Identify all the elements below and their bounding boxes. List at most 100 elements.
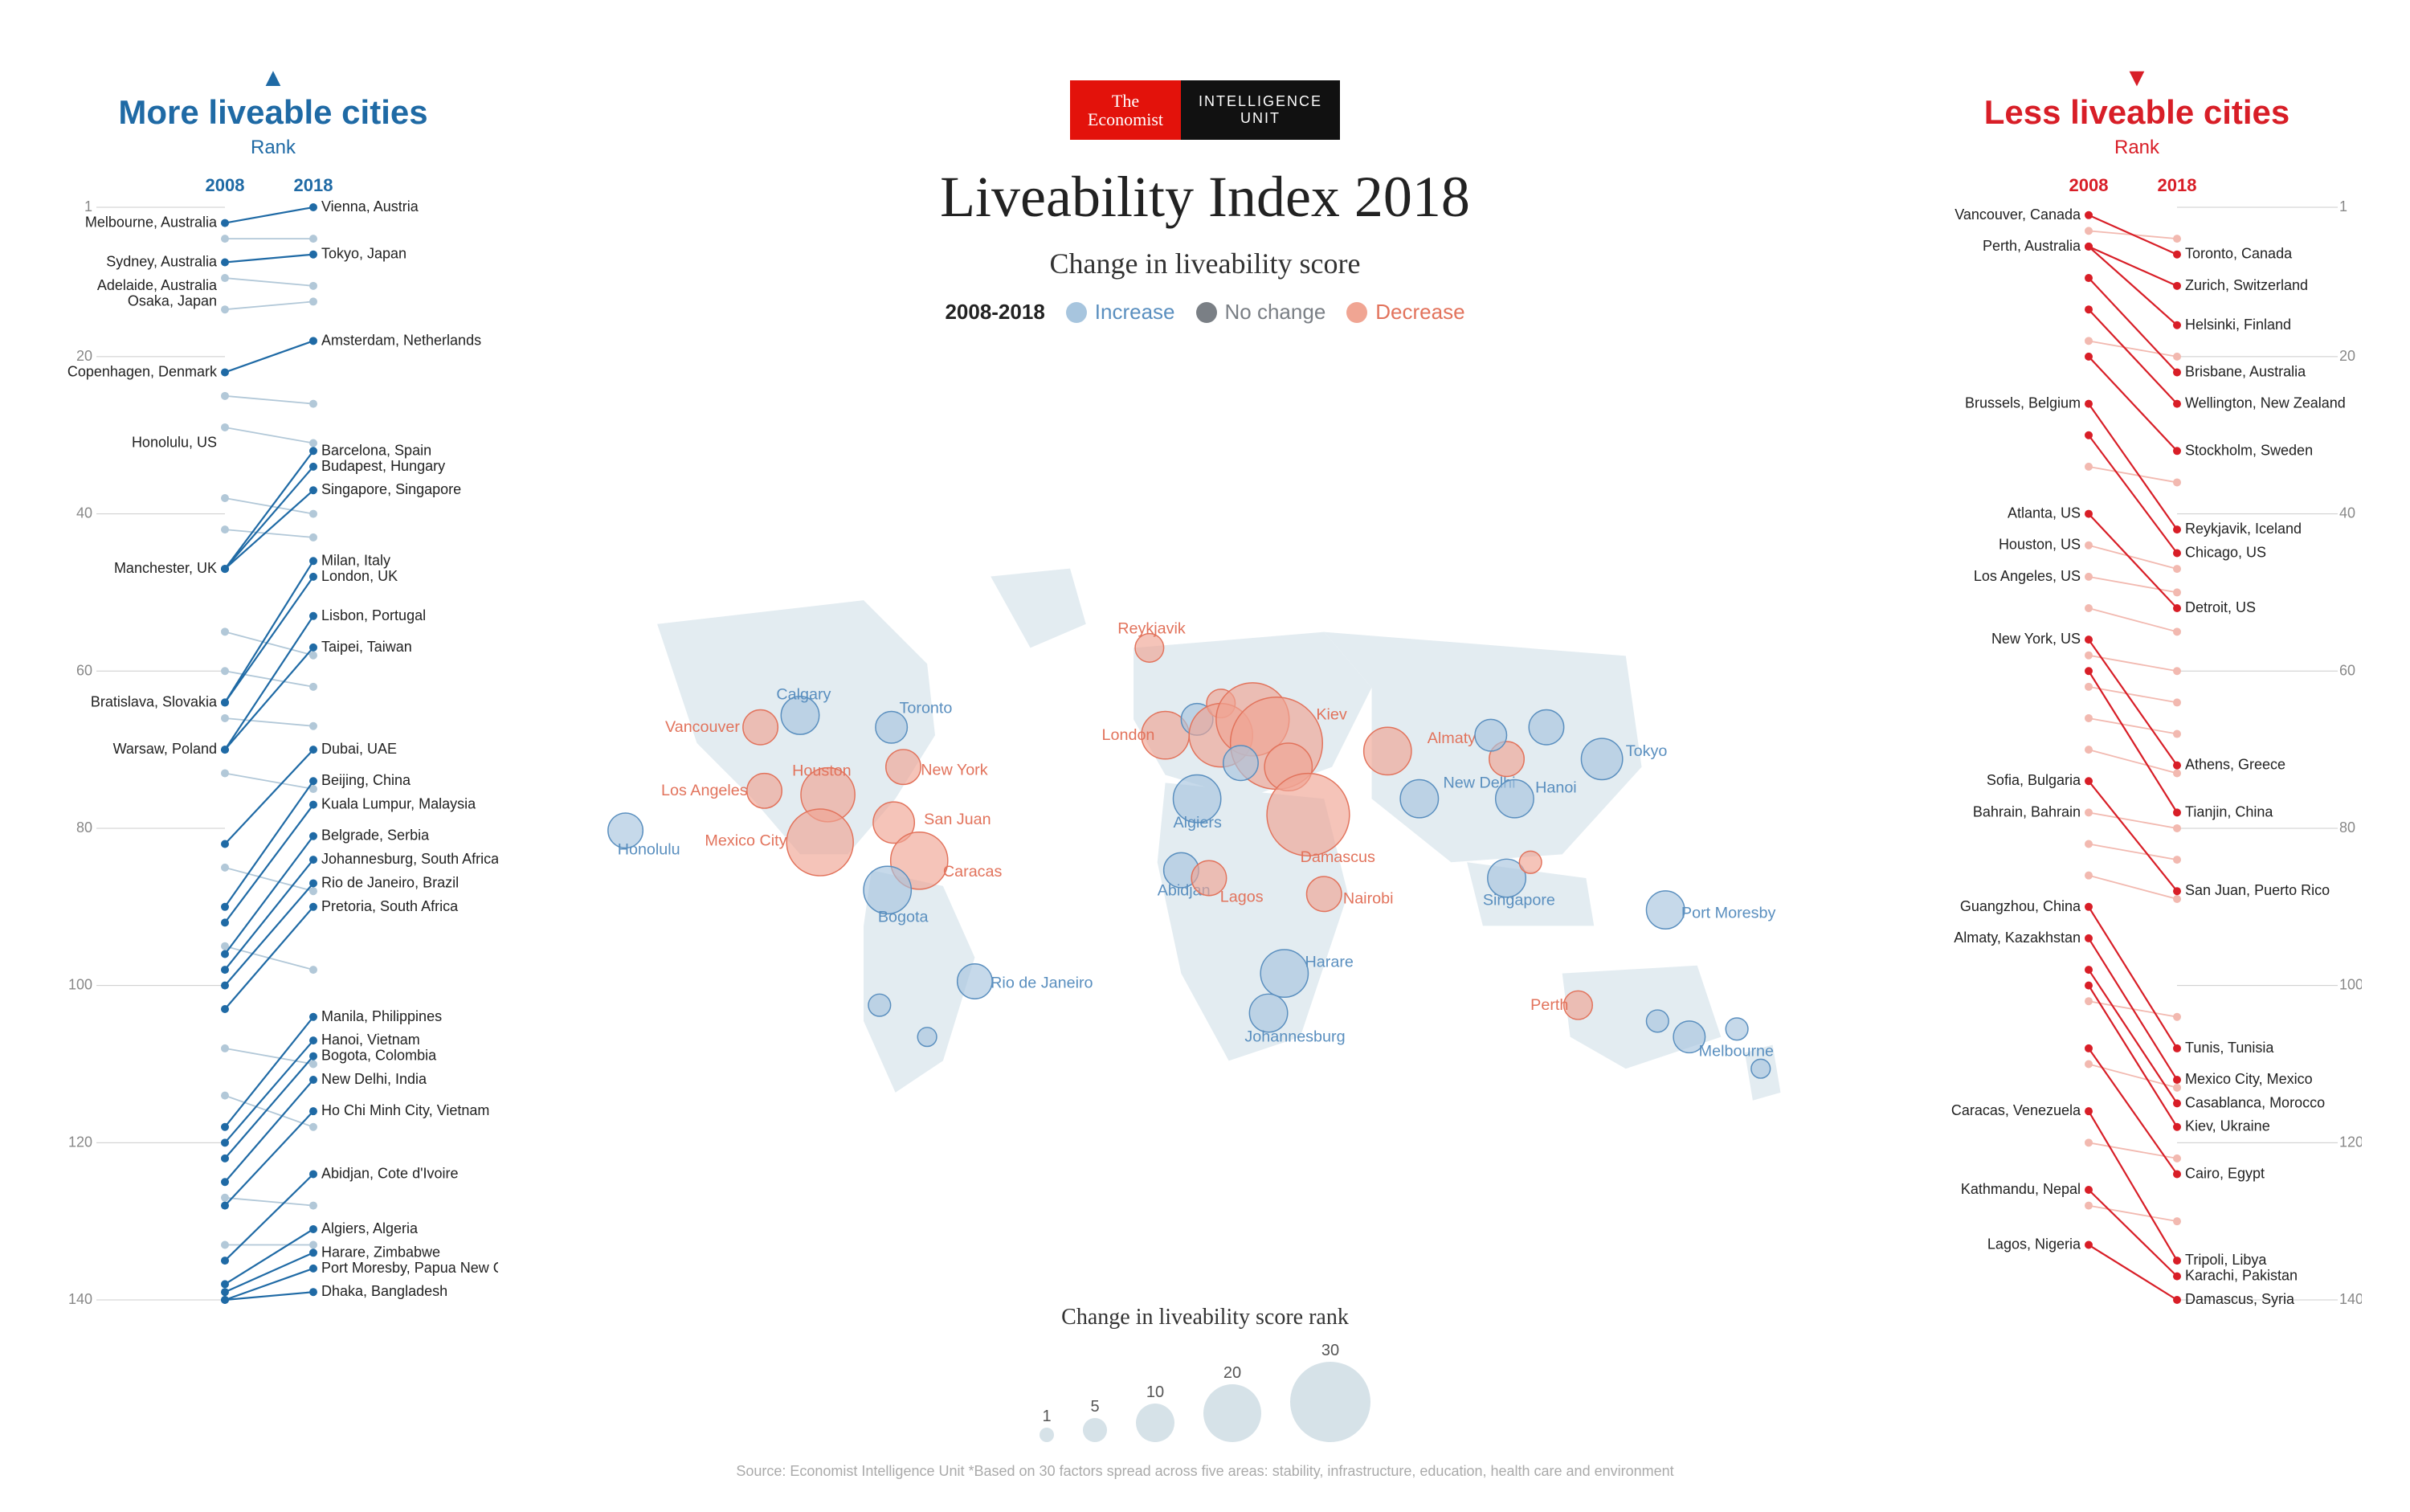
- slope-dot-dim: [2173, 1084, 2181, 1092]
- city-label: Caracas, Venezuela: [1951, 1102, 2081, 1118]
- slope-link: [2089, 781, 2177, 891]
- map-city-label: Damascus: [1301, 848, 1375, 866]
- slope-dot-dim: [309, 510, 317, 518]
- slope-link: [2089, 215, 2177, 255]
- tick-1: 1: [84, 198, 92, 215]
- slope-dot: [309, 557, 317, 565]
- slope-dot: [2173, 447, 2181, 455]
- slope-dot-dim: [309, 400, 317, 408]
- slope-link-dim: [225, 718, 313, 726]
- slope-dot-dim: [2085, 746, 2093, 754]
- map-city-label: Calgary: [776, 686, 831, 704]
- slope-dot-dim: [309, 966, 317, 974]
- economist-brand: The Economist INTELLIGENCE UNIT: [1070, 80, 1340, 140]
- slope-dot: [309, 1288, 317, 1296]
- slope-dot-dim: [221, 667, 229, 675]
- brand-economist: Economist: [1088, 110, 1163, 129]
- map-city-label: Melbourne: [1699, 1043, 1774, 1060]
- slope-dot-dim: [309, 282, 317, 290]
- slope-dot: [2173, 1257, 2181, 1265]
- slope-dot: [221, 1123, 229, 1131]
- slope-dot: [309, 463, 317, 471]
- slope-dot: [2085, 903, 2093, 911]
- slope-link: [2089, 309, 2177, 403]
- triangle-up-icon: ▲: [48, 64, 498, 90]
- slope-link: [225, 490, 313, 569]
- slope-dot: [2173, 525, 2181, 533]
- slope-dot-dim: [221, 235, 229, 243]
- slope-link: [2089, 970, 2177, 1103]
- slope-dot-dim: [2173, 769, 2181, 777]
- city-label: Harare, Zimbabwe: [321, 1244, 440, 1260]
- slope-dot: [2085, 305, 2093, 313]
- slope-dot: [2173, 1099, 2181, 1107]
- slope-dot-dim: [309, 683, 317, 691]
- slope-dot: [2085, 243, 2093, 251]
- slope-link: [225, 648, 313, 750]
- map-bubble: [786, 809, 853, 876]
- slope-dot: [2085, 934, 2093, 942]
- map-city-label: Toronto: [900, 700, 953, 717]
- slope-dot: [221, 903, 229, 911]
- city-label: Brussels, Belgium: [1965, 395, 2081, 411]
- slope-link: [225, 860, 313, 970]
- city-label: Abidjan, Cote d'Ivoire: [321, 1165, 459, 1181]
- map-city-label: Tokyo: [1626, 742, 1668, 760]
- slope-dot: [309, 612, 317, 620]
- map-city-label: Caracas: [943, 863, 1003, 881]
- slope-dot: [309, 1265, 317, 1273]
- slope-link: [2089, 1190, 2177, 1277]
- slope-dot: [2173, 1123, 2181, 1131]
- city-label: Johannesburg, South Africa: [321, 851, 498, 867]
- city-label: Los Angeles, US: [1974, 568, 2081, 584]
- slope-dot: [221, 1288, 229, 1296]
- city-label: Rio de Janeiro, Brazil: [321, 874, 459, 890]
- city-label: Budapest, Hungary: [321, 458, 445, 474]
- slope-dot: [2173, 1076, 2181, 1084]
- slope-dot: [2085, 1044, 2093, 1052]
- slope-dot: [2173, 887, 2181, 895]
- map-city-label: Port Moresby: [1681, 905, 1776, 922]
- slope-dot: [309, 337, 317, 345]
- map-bubble: [868, 994, 891, 1016]
- city-label: Reykjavik, Iceland: [2185, 521, 2302, 537]
- slope-dot-dim: [221, 392, 229, 400]
- slope-dot-dim: [2085, 840, 2093, 848]
- slope-link-dim: [2089, 750, 2177, 773]
- slope-dot: [221, 918, 229, 926]
- city-label: Sofia, Bulgaria: [1987, 772, 2081, 788]
- slope-link-dim: [2089, 718, 2177, 734]
- map-bubble: [1135, 634, 1164, 663]
- city-label: New York, US: [1991, 631, 2081, 647]
- slope-link-dim: [225, 498, 313, 514]
- slope-link: [225, 805, 313, 923]
- map-city-label: Singapore: [1483, 892, 1555, 909]
- map-city-label: Honolulu: [618, 841, 680, 859]
- city-label: Sydney, Australia: [106, 253, 218, 269]
- city-label: Ho Chi Minh City, Vietnam: [321, 1102, 489, 1118]
- slope-dot-dim: [309, 297, 317, 305]
- rank-change-legend: Change in liveability score rank 1510203…: [1040, 1305, 1370, 1442]
- slope-dot: [2173, 604, 2181, 612]
- slope-dot-dim: [221, 1241, 229, 1249]
- slope-dot: [309, 644, 317, 652]
- slope-dot: [2173, 321, 2181, 329]
- map-bubble: [1400, 780, 1438, 818]
- city-label: Houston, US: [1999, 537, 2081, 553]
- slope-link: [2089, 1048, 2177, 1175]
- slope-dot: [309, 1248, 317, 1257]
- brand-left: The Economist: [1070, 80, 1181, 140]
- slope-dot-dim: [309, 533, 317, 541]
- city-label: Brisbane, Australia: [2185, 363, 2306, 379]
- year-2008: 2008: [2069, 175, 2109, 195]
- city-label: Perth, Australia: [1983, 238, 2081, 254]
- slope-dot: [221, 966, 229, 974]
- slope-dot: [309, 447, 317, 455]
- map-bubble: [1223, 746, 1258, 780]
- slope-dot-dim: [309, 652, 317, 660]
- map-bubble: [958, 964, 992, 999]
- map-bubble: [1260, 950, 1308, 997]
- map-city-label: Kiev: [1316, 706, 1347, 724]
- slope-link: [2089, 907, 2177, 1048]
- slope-link-dim: [225, 278, 313, 286]
